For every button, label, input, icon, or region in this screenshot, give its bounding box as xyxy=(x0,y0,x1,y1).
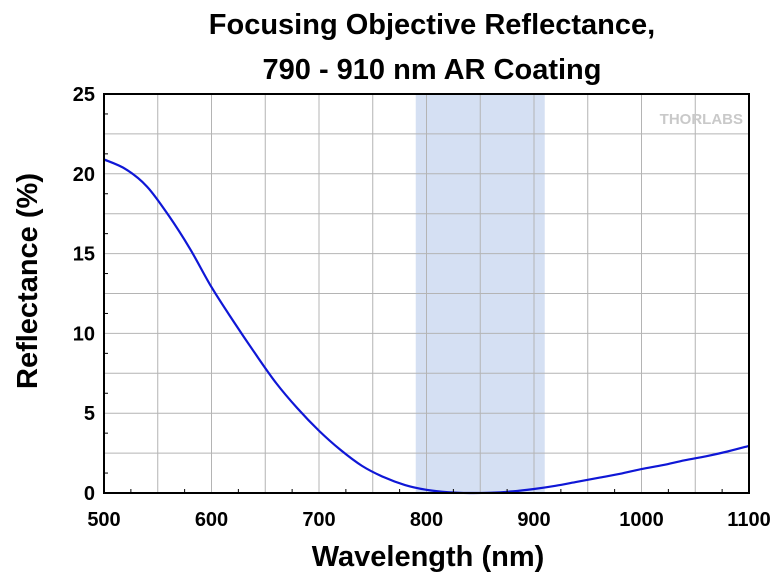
x-axis-label: Wavelength (nm) xyxy=(312,541,545,573)
x-tick-label: 500 xyxy=(87,509,120,531)
x-tick-label: 700 xyxy=(302,509,335,531)
y-tick-label: 20 xyxy=(73,164,95,186)
tick-labels: 500 600 700 800 900 1000 1100 0 5 10 15 20 25 xyxy=(73,84,771,531)
chart-title-line1: Focusing Objective Reflectance, xyxy=(209,9,655,41)
x-tick-label: 800 xyxy=(410,509,443,531)
y-tick-label: 5 xyxy=(84,403,95,425)
y-tick-label: 25 xyxy=(73,84,95,106)
x-tick-label: 1100 xyxy=(727,509,770,531)
x-tick-label: 600 xyxy=(195,509,228,531)
y-tick-label: 15 xyxy=(73,244,95,266)
y-tick-label: 0 xyxy=(84,483,95,505)
grid-lines xyxy=(104,94,749,493)
y-tick-label: 10 xyxy=(73,323,95,345)
x-tick-label: 1000 xyxy=(619,509,664,531)
chart-title-line2: 790 - 910 nm AR Coating xyxy=(263,54,602,86)
x-tick-label: 900 xyxy=(517,509,550,531)
reflectance-curve xyxy=(103,158,750,495)
thorlabs-logo-text: THORLABS xyxy=(660,111,743,128)
minor-ticks xyxy=(104,113,723,493)
thorlabs-logo: THORLABS xyxy=(660,111,743,128)
y-axis-label: Reflectance (%) xyxy=(12,173,44,389)
plot-frame xyxy=(103,93,750,494)
